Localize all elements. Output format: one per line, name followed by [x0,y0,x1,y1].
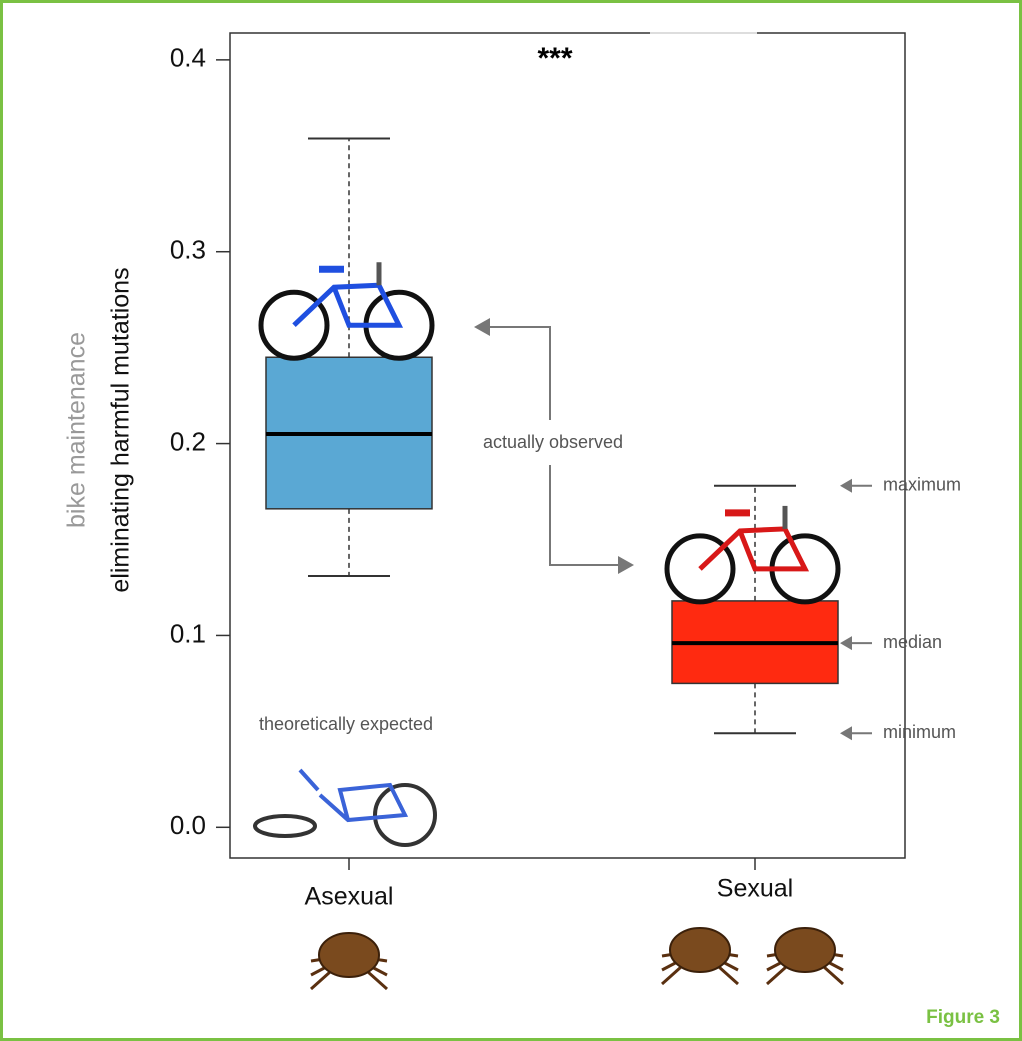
beetle-body [319,933,379,977]
x-tick-label: Asexual [305,883,394,911]
y-tick-label: 0.4 [170,43,206,73]
significance: *** [537,42,572,75]
figure: *** bike maintenance eliminating harmful… [0,0,1022,1041]
y-tick-label: 0.1 [170,618,206,648]
broken-bike [255,770,435,845]
frame [2,2,1021,1040]
arrowhead [474,318,490,336]
arrowhead [618,556,634,574]
figure-label: Figure 3 [926,1007,1000,1028]
annotation: median [883,632,942,652]
y-label: eliminating harmful mutations [107,267,135,592]
arrowhead [840,479,852,493]
y-tick-label: 0.2 [170,426,206,456]
annotation: minimum [883,722,956,742]
annotation: actually observed [483,432,623,452]
y-label-secondary: bike maintenance [63,332,91,528]
bike-frame [700,529,805,569]
annotation: maximum [883,475,961,495]
y-tick-label: 0.0 [170,810,206,840]
beetle-illustration [767,928,843,984]
bike-illustration [667,506,838,602]
x-tick-label: Sexual [717,875,793,903]
arrowhead [840,636,852,650]
beetle-body [775,928,835,972]
bike-illustration [261,262,432,358]
y-tick-label: 0.3 [170,235,206,265]
annotation: theoretically expected [259,714,433,734]
bike-frame [294,285,399,325]
beetle-illustration [311,933,387,989]
arrowhead [840,726,852,740]
beetle-illustration [662,928,738,984]
beetle-body [670,928,730,972]
